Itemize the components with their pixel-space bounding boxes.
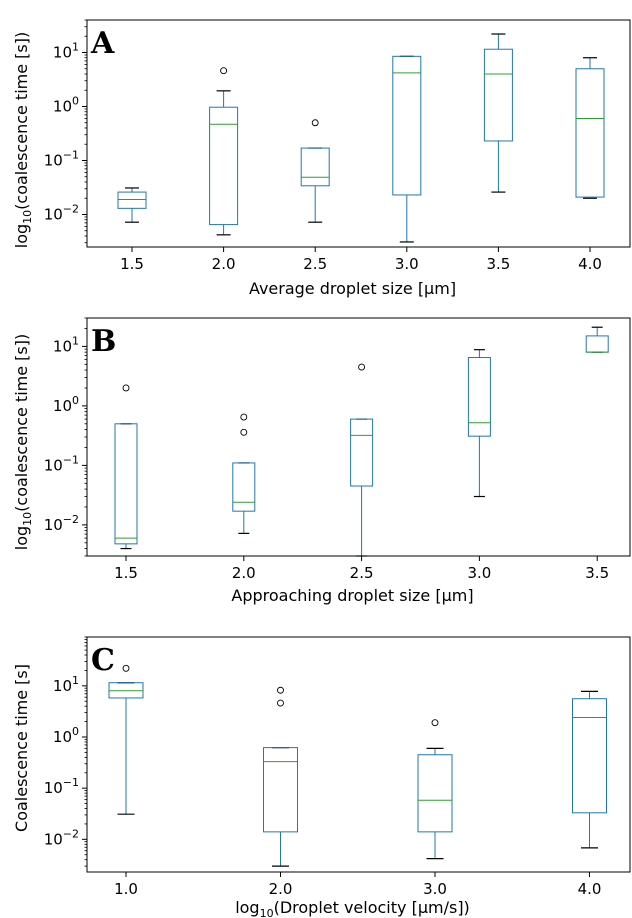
box bbox=[232, 462, 256, 512]
box bbox=[263, 747, 298, 833]
box bbox=[392, 55, 422, 196]
y-tick-label: 100 bbox=[53, 394, 79, 415]
box-group bbox=[117, 187, 147, 223]
box-group bbox=[300, 119, 330, 223]
x-axis-label: Approaching droplet size [μm] bbox=[231, 586, 473, 605]
y-tick-label: 10−2 bbox=[44, 827, 79, 848]
box bbox=[575, 68, 605, 198]
outlier-point bbox=[122, 384, 130, 392]
y-tick-label: 100 bbox=[53, 95, 79, 116]
outlier-point bbox=[240, 413, 248, 421]
box bbox=[467, 357, 491, 437]
box-group bbox=[483, 33, 513, 193]
x-tick-label: 4.0 bbox=[578, 255, 602, 273]
box-group bbox=[572, 690, 607, 849]
y-tick-label: 10−1 bbox=[44, 148, 79, 169]
panel-a: 10−2 10−1 100 101 1.5 2.0 2.5 3.0 3.5 4.0 A Average… bbox=[12, 19, 631, 298]
panel-letter: B bbox=[91, 324, 116, 359]
y-tick-label: 10−2 bbox=[44, 513, 79, 534]
x-axis-label: log10(Droplet velocity [μm/s]) bbox=[235, 898, 470, 918]
panel-letter: A bbox=[90, 26, 115, 61]
x-axis-label: Average droplet size [μm] bbox=[249, 279, 456, 298]
x-tick-label: 2.5 bbox=[350, 564, 374, 582]
box bbox=[114, 423, 138, 545]
outlier-point bbox=[240, 428, 248, 436]
x-tick-label: 3.0 bbox=[395, 255, 419, 273]
x-tick-label: 1.5 bbox=[114, 564, 138, 582]
box bbox=[300, 147, 330, 187]
box-group bbox=[108, 664, 144, 815]
outlier-point bbox=[277, 699, 284, 707]
y-axis-label: log10(coalescence time [s]) bbox=[12, 32, 34, 248]
plot-frame bbox=[86, 19, 631, 248]
y-tick-label: 101 bbox=[53, 674, 79, 695]
y-tick-label: 10−2 bbox=[44, 202, 79, 223]
x-tick-label: 4.0 bbox=[578, 880, 602, 898]
box bbox=[117, 191, 147, 209]
box-group bbox=[232, 413, 256, 534]
x-tick-label: 3.0 bbox=[467, 564, 491, 582]
panel-letter: C bbox=[91, 643, 115, 678]
x-tick-label: 3.0 bbox=[423, 880, 447, 898]
box-group bbox=[585, 326, 609, 353]
box bbox=[572, 698, 607, 814]
outlier-point bbox=[122, 664, 130, 672]
x-tick-label: 2.0 bbox=[232, 564, 256, 582]
box-group bbox=[114, 384, 138, 550]
y-tick-label: 101 bbox=[53, 334, 79, 355]
panel-c: 10−2 10−1 100 101 1.0 2.0 3.0 4.0 Clog10(Droplet… bbox=[12, 636, 631, 918]
box-group bbox=[350, 363, 374, 557]
outlier-point bbox=[358, 363, 366, 371]
x-tick-label: 1.5 bbox=[120, 255, 144, 273]
y-tick-label: 10−1 bbox=[44, 776, 79, 797]
box bbox=[209, 106, 239, 226]
y-axis-label: Coalescence time [s] bbox=[12, 664, 31, 832]
box-group bbox=[392, 55, 422, 243]
outlier-point bbox=[220, 67, 228, 75]
y-axis-label: log10(coalescence time [s]) bbox=[12, 334, 34, 550]
x-tick-label: 2.5 bbox=[303, 255, 327, 273]
box-group bbox=[417, 719, 453, 860]
y-tick-label: 101 bbox=[53, 41, 79, 62]
box-group bbox=[209, 67, 239, 236]
y-tick-label: 10−1 bbox=[44, 453, 79, 474]
box bbox=[585, 335, 609, 353]
box-group bbox=[263, 686, 298, 867]
outlier-point bbox=[277, 686, 284, 694]
y-tick-label: 100 bbox=[53, 725, 79, 746]
x-tick-label: 3.5 bbox=[585, 564, 609, 582]
x-tick-label: 2.0 bbox=[269, 880, 293, 898]
x-tick-label: 2.0 bbox=[212, 255, 236, 273]
box bbox=[417, 754, 453, 833]
x-tick-label: 1.0 bbox=[114, 880, 138, 898]
box bbox=[350, 418, 374, 487]
box bbox=[483, 48, 513, 142]
box-group bbox=[467, 349, 491, 498]
panel-b: 10−2 10−1 100 101 1.5 2.0 2.5 3.0 3.5 B Approachin… bbox=[12, 317, 631, 605]
x-tick-label: 3.5 bbox=[486, 255, 510, 273]
box-group bbox=[575, 57, 605, 199]
plot-frame bbox=[86, 317, 631, 557]
outlier-point bbox=[311, 119, 319, 127]
plot-frame bbox=[86, 636, 631, 873]
outlier-point bbox=[431, 719, 439, 727]
